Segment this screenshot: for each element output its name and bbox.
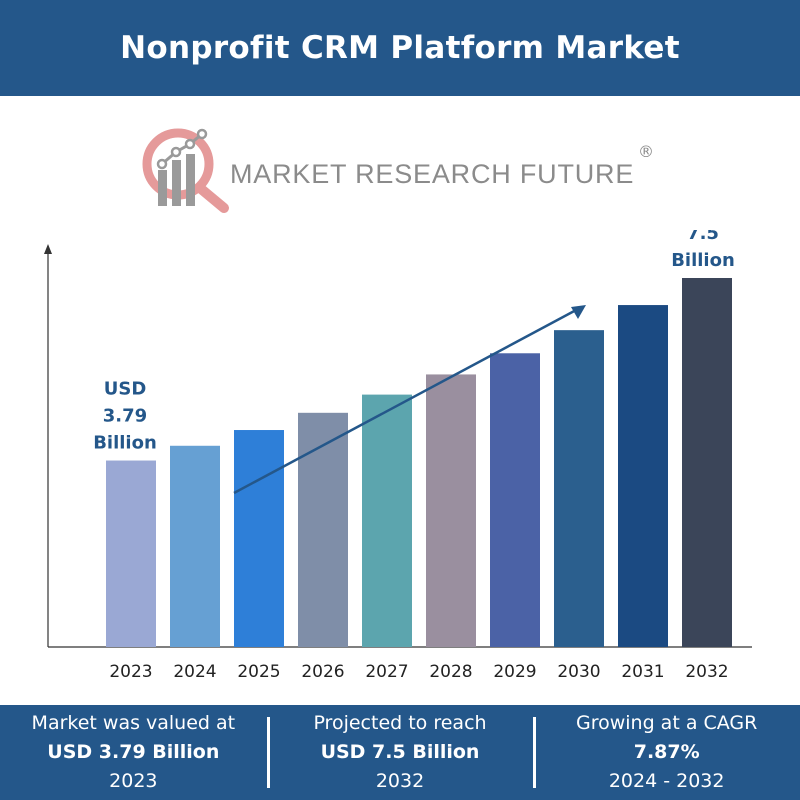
bar-2028: [426, 374, 476, 647]
summary-footer: Market was valued at USD 3.79 Billion 20…: [0, 705, 800, 800]
bar-2027: [362, 394, 412, 647]
bar-2031: [618, 305, 668, 647]
tick-label-2025: 2025: [237, 662, 280, 682]
tick-label-2023: 2023: [109, 662, 152, 682]
bar-chart: 2023 2024 2025 2026 2027 2028 2029 2030 2031 2032…: [44, 230, 752, 682]
tick-label-2027: 2027: [365, 662, 408, 682]
trend-arrowhead: [571, 305, 586, 319]
tick-label-2031: 2031: [621, 662, 664, 682]
data-label-2032: 7.5: [687, 230, 719, 244]
tick-label-2032: 2032: [685, 662, 728, 682]
summary-year: 2032: [375, 770, 425, 792]
summary-year: 2023: [109, 770, 158, 792]
tick-label-2030: 2030: [557, 662, 600, 682]
page-title: Nonprofit CRM Platform Market: [0, 0, 800, 96]
tick-label-2029: 2029: [493, 662, 536, 682]
bar-2025: [234, 430, 284, 647]
summary-label: Projected to reach: [313, 712, 487, 734]
magnifier-chart-icon: [142, 128, 229, 213]
summary-valued: Market was valued at USD 3.79 Billion 20…: [0, 705, 267, 800]
summary-projected: Projected to reach USD 7.5 Billion 2032: [266, 705, 534, 800]
summary-label: Market was valued at: [31, 712, 236, 734]
summary-year: 2024 - 2032: [608, 770, 725, 792]
data-label-2023: 3.79: [103, 406, 147, 427]
bar-2029: [490, 353, 540, 647]
bar-2032: [682, 278, 732, 647]
summary-value: USD 3.79 Billion: [47, 741, 220, 763]
bar-2030: [554, 330, 604, 647]
bar-2023: [106, 460, 156, 647]
tick-label-2024: 2024: [173, 662, 216, 682]
registered-mark: ®: [638, 142, 654, 161]
bar-2024: [170, 445, 220, 647]
tick-label-2026: 2026: [301, 662, 344, 682]
data-label-2032: Billion: [671, 250, 735, 271]
summary-label: Growing at a CAGR: [575, 712, 758, 734]
data-label-2023: Billion: [93, 433, 157, 454]
tick-label-2028: 2028: [429, 662, 472, 682]
summary-cagr: Growing at a CAGR 7.87% 2024 - 2032: [533, 705, 800, 800]
summary-value: USD 7.5 Billion: [320, 741, 480, 763]
logo: MARKET RESEARCH FUTURE ®: [138, 128, 658, 214]
bar-2026: [298, 412, 348, 647]
logo-text: MARKET RESEARCH FUTURE: [230, 159, 635, 189]
data-label-2023: USD: [104, 379, 147, 400]
y-axis-arrowhead: [44, 244, 52, 254]
trend-arrow: [233, 307, 579, 495]
summary-value: 7.87%: [633, 741, 700, 763]
